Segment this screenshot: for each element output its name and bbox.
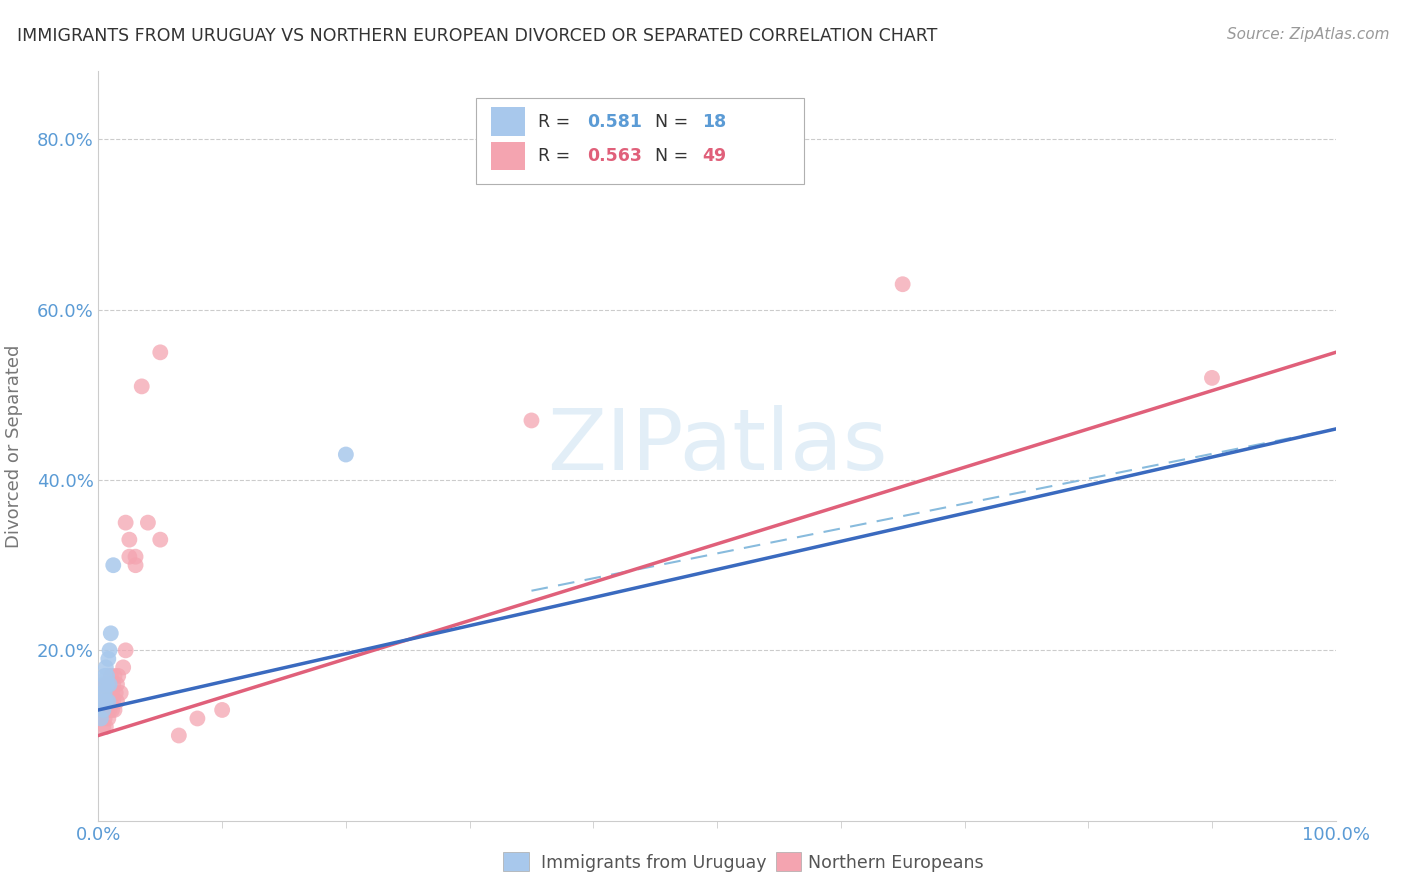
Point: [186, 711, 208, 725]
Text: 49: 49: [702, 147, 727, 165]
Point: [94, 720, 117, 734]
Point: [98, 677, 121, 691]
Point: [91, 686, 114, 700]
Point: [96, 677, 118, 691]
Point: [335, 448, 357, 462]
Text: 0.581: 0.581: [588, 112, 643, 130]
Point: [93, 694, 115, 708]
Point: [105, 694, 128, 708]
Text: Northern Europeans: Northern Europeans: [808, 855, 984, 872]
Point: [103, 677, 125, 691]
Bar: [491, 107, 526, 136]
Point: [101, 686, 124, 700]
Point: [90, 711, 112, 725]
Point: [93, 720, 115, 734]
Point: [91, 703, 114, 717]
Point: [1201, 371, 1223, 385]
Point: [93, 686, 115, 700]
Text: 0.563: 0.563: [588, 147, 643, 165]
Point: [104, 686, 127, 700]
Point: [103, 703, 125, 717]
Point: [136, 516, 159, 530]
Y-axis label: Divorced or Separated: Divorced or Separated: [4, 344, 22, 548]
Point: [149, 533, 172, 547]
Point: [96, 669, 118, 683]
Point: [96, 686, 118, 700]
Text: IMMIGRANTS FROM URUGUAY VS NORTHERN EUROPEAN DIVORCED OR SEPARATED CORRELATION C: IMMIGRANTS FROM URUGUAY VS NORTHERN EURO…: [17, 27, 938, 45]
Point: [91, 694, 114, 708]
Text: N =: N =: [655, 147, 689, 165]
Point: [211, 703, 233, 717]
Point: [93, 677, 115, 691]
Text: R =: R =: [537, 112, 569, 130]
Point: [98, 686, 121, 700]
Point: [103, 558, 125, 573]
Bar: [776, 852, 801, 871]
Point: [94, 694, 117, 708]
Point: [98, 703, 121, 717]
Point: [110, 686, 132, 700]
Point: [101, 703, 124, 717]
Point: [96, 703, 118, 717]
Point: [90, 711, 112, 725]
Point: [97, 694, 120, 708]
Point: [114, 516, 136, 530]
Point: [105, 677, 128, 691]
Point: [124, 549, 146, 564]
Point: [103, 694, 125, 708]
Point: [94, 660, 117, 674]
Text: N =: N =: [655, 112, 689, 130]
Point: [112, 660, 135, 674]
Point: [97, 652, 120, 666]
Point: [891, 277, 914, 292]
Text: Source: ZipAtlas.com: Source: ZipAtlas.com: [1226, 27, 1389, 42]
Point: [93, 694, 115, 708]
Point: [98, 643, 121, 657]
Text: 18: 18: [702, 112, 727, 130]
Point: [520, 413, 543, 427]
Point: [97, 694, 120, 708]
Point: [97, 677, 120, 691]
Point: [131, 379, 153, 393]
Text: ZIPatlas: ZIPatlas: [547, 404, 887, 488]
Text: Immigrants from Uruguay: Immigrants from Uruguay: [541, 855, 766, 872]
Point: [114, 643, 136, 657]
Point: [94, 677, 117, 691]
Point: [93, 711, 115, 725]
Point: [100, 626, 122, 640]
Point: [93, 669, 115, 683]
Text: R =: R =: [537, 147, 569, 165]
Point: [94, 703, 117, 717]
Point: [100, 669, 122, 683]
Point: [91, 694, 114, 708]
Point: [100, 694, 122, 708]
Bar: [491, 142, 526, 170]
Point: [118, 549, 141, 564]
Point: [107, 669, 129, 683]
Point: [149, 345, 172, 359]
Bar: [503, 852, 529, 871]
Point: [93, 703, 115, 717]
Point: [93, 686, 115, 700]
Point: [93, 686, 115, 700]
Point: [124, 558, 146, 573]
Bar: [475, 97, 804, 184]
Point: [97, 711, 120, 725]
Point: [103, 669, 125, 683]
Point: [167, 729, 190, 743]
Point: [118, 533, 141, 547]
